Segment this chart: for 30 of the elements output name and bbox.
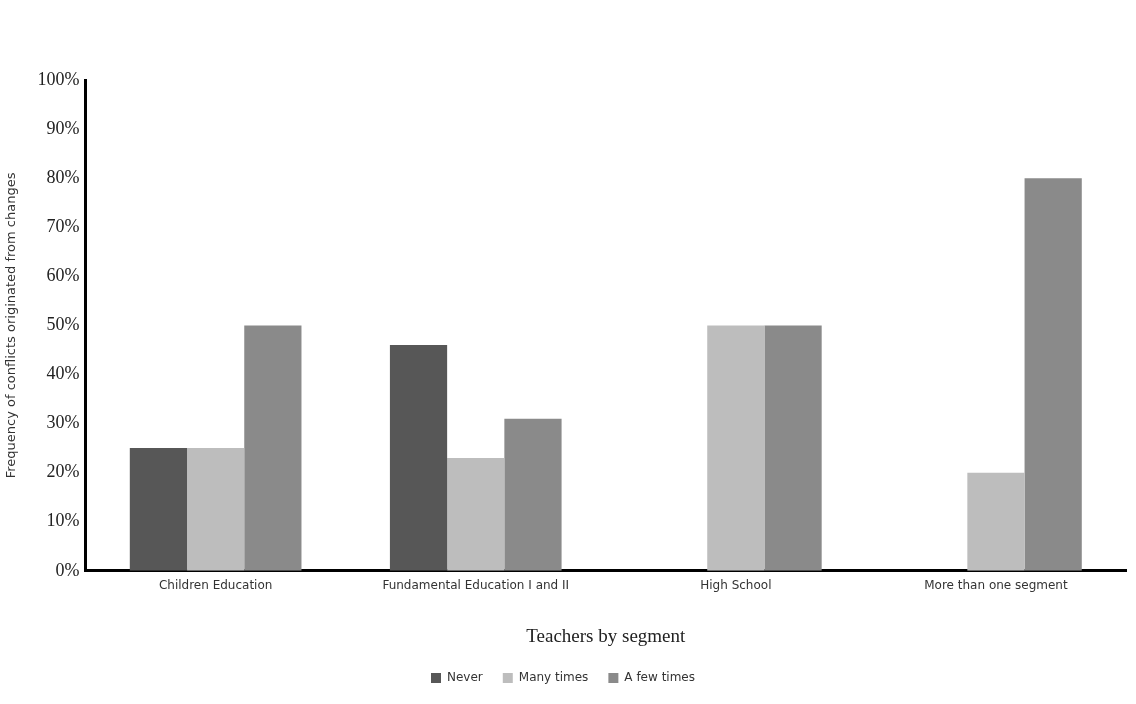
y-tick-label: 0% <box>55 559 80 580</box>
y-tick-label: 70% <box>46 215 80 236</box>
y-tick-label: 10% <box>46 510 80 531</box>
bar <box>129 448 188 571</box>
legend-label: Many times <box>518 670 589 685</box>
x-tick-label: More than one segment <box>924 578 1068 593</box>
x-tick-label: Children Education <box>158 578 273 593</box>
bar <box>244 325 302 571</box>
bar <box>447 457 505 571</box>
y-axis-title: Frequency of conflicts originated from changes <box>3 172 19 479</box>
bar <box>707 325 765 571</box>
y-tick-label: 60% <box>46 265 80 286</box>
bar <box>504 418 562 571</box>
y-tick-label: 30% <box>46 412 80 433</box>
x-tick-label: Fundamental Education I and II <box>382 578 570 593</box>
y-tick-label: 50% <box>46 314 80 335</box>
y-tick-label: 90% <box>46 117 80 138</box>
x-tick-label: High School <box>700 578 772 593</box>
bar <box>187 448 245 571</box>
bar <box>764 325 822 571</box>
bar <box>1024 178 1082 571</box>
bar <box>967 472 1025 571</box>
x-axis-title: Teachers by segment <box>526 624 687 646</box>
legend-label: A few times <box>624 670 695 685</box>
y-tick-label: 20% <box>46 461 80 482</box>
bar <box>389 345 448 571</box>
y-tick-label: 80% <box>46 166 80 187</box>
legend-label: Never <box>447 670 483 685</box>
y-tick-label: 100% <box>37 68 80 89</box>
y-tick-label: 40% <box>46 363 80 384</box>
